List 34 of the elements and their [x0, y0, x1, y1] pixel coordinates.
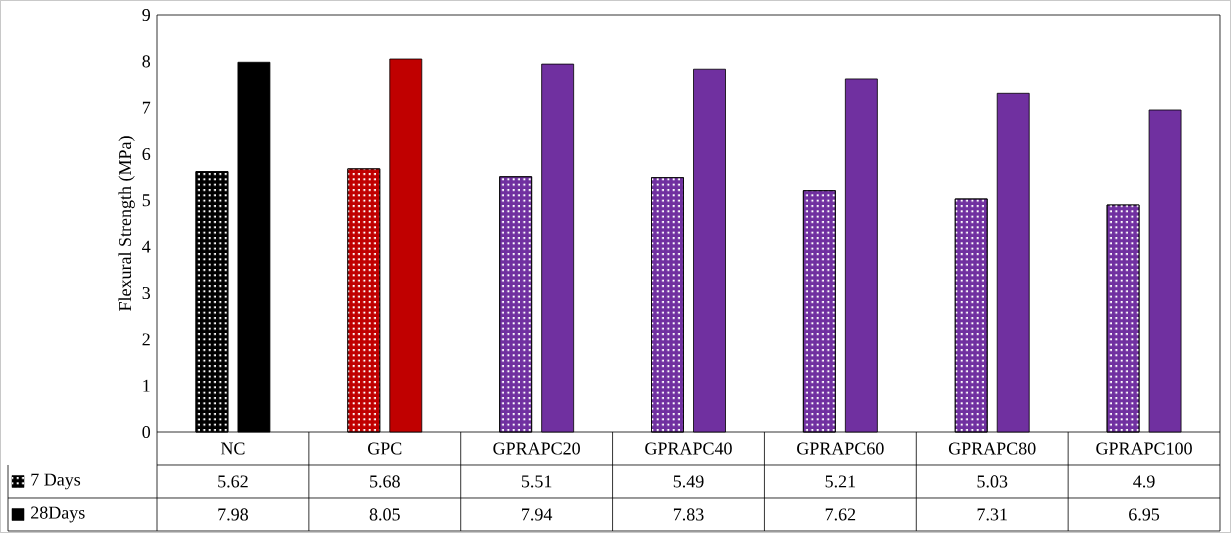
- data-label: 4.9: [1133, 475, 1155, 488]
- data-label: 7.94: [522, 508, 553, 521]
- x-tick-label: GPRAPC60: [797, 442, 884, 455]
- x-tick-label: GPRAPC80: [948, 442, 1036, 455]
- data-label: 5.62: [218, 475, 248, 488]
- y-tick-label: 9: [142, 8, 150, 22]
- data-label: 7.31: [977, 508, 1007, 521]
- data-label: 6.95: [1129, 508, 1160, 521]
- data-label: 5.49: [673, 475, 704, 488]
- data-label: 7.62: [825, 508, 856, 521]
- data-label: 5.51: [521, 475, 552, 488]
- y-tick-label: 1: [143, 379, 150, 392]
- x-tick-label: GPRAPC40: [645, 442, 732, 455]
- y-tick-label: 2: [142, 333, 150, 346]
- y-tick-label: 5: [142, 194, 151, 207]
- y-axis-title: Flexural Strength (MPa): [118, 136, 135, 311]
- y-tick-label: 6: [142, 147, 151, 161]
- data-label: 5.21: [825, 475, 856, 488]
- y-tick-label: 0: [142, 425, 151, 439]
- data-label: 7.83: [673, 508, 704, 521]
- y-tick-label: 7: [142, 101, 151, 114]
- x-tick-label: GPRAPC100: [1096, 442, 1192, 455]
- legend-label: 28Days: [31, 506, 85, 523]
- x-tick-label: NC: [220, 442, 245, 455]
- y-tick-label: 8: [142, 55, 151, 68]
- y-tick-label: 3: [142, 286, 151, 300]
- y-tick-label: 4: [142, 240, 151, 253]
- x-tick-label: GPC: [368, 442, 402, 455]
- legend-label: 7 Days: [31, 473, 81, 490]
- data-label: 5.03: [977, 475, 1008, 488]
- data-label: 8.05: [369, 508, 400, 521]
- x-tick-label: GPRAPC20: [493, 442, 580, 455]
- data-label: 7.98: [218, 508, 248, 521]
- data-label: 5.68: [370, 475, 400, 488]
